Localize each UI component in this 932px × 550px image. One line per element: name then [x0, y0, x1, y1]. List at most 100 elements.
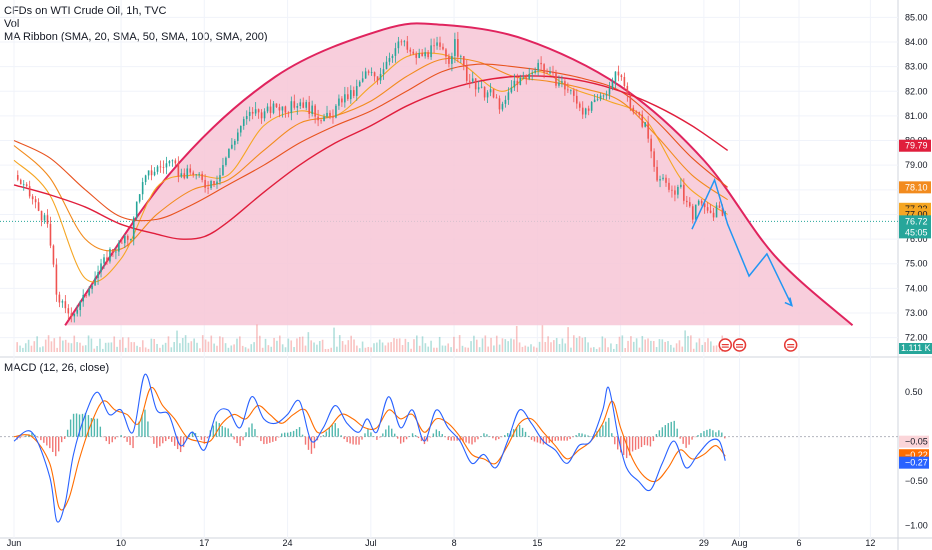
volume-bar — [27, 339, 30, 352]
macd-histogram-bar — [55, 436, 57, 457]
arc-drawing — [64, 22, 854, 327]
volume-bar — [538, 341, 541, 352]
macd-histogram-bar — [108, 436, 110, 445]
candle-body — [112, 249, 114, 253]
macd-histogram-bar — [631, 436, 634, 452]
volume-bar — [655, 347, 658, 352]
macd-histogram-bar — [132, 436, 134, 449]
candle-body — [272, 103, 275, 113]
volume-bar — [390, 342, 392, 352]
macd-histogram-bar — [590, 436, 592, 437]
volume-bar — [324, 348, 327, 352]
event-icons — [718, 338, 798, 352]
candle-body — [248, 111, 251, 116]
volume-bar — [356, 345, 358, 352]
macd-histogram-bar — [643, 436, 646, 446]
volume-bar — [278, 335, 281, 352]
volume-bar — [184, 335, 187, 352]
volume-bar — [544, 341, 547, 352]
macd-histogram-bar — [402, 436, 405, 443]
volume-bar — [59, 336, 61, 352]
candle-body — [34, 199, 37, 203]
candle-body — [58, 294, 61, 303]
volume-bar — [167, 336, 170, 352]
candle-body — [138, 194, 141, 202]
volume-bar — [547, 336, 549, 352]
macd-histogram-bar — [275, 436, 277, 441]
candle-body — [225, 157, 227, 166]
macd-pane — [0, 373, 898, 523]
volume-bar — [67, 342, 70, 352]
macd-histogram-bar — [40, 436, 42, 441]
macd-histogram-bar — [637, 436, 640, 449]
x-tick-label: 6 — [796, 538, 801, 548]
macd-histogram-bar — [168, 436, 170, 440]
candle-body — [183, 173, 186, 179]
macd-histogram-bar — [501, 436, 503, 438]
macd-histogram-bar — [352, 436, 354, 445]
macd-histogram-bar — [251, 423, 253, 437]
candle-body — [385, 61, 388, 70]
candle-body — [611, 81, 614, 89]
macd-histogram-bar — [278, 436, 280, 438]
macd-histogram-bar — [408, 436, 411, 437]
volume-bar — [24, 343, 27, 352]
candle-body — [376, 76, 379, 81]
axes: Jun 10 17 24 Jul 8 15 22 29 Aug 6 12 72.00 73.00 74.00… — [7, 12, 932, 548]
macd-histogram-bar — [712, 430, 714, 437]
volume-bar — [584, 337, 587, 352]
sma200-line — [13, 75, 729, 240]
macd-histogram-bar — [221, 426, 223, 437]
volume-bar — [298, 336, 301, 352]
candle-body — [329, 112, 331, 117]
volume-bar — [207, 341, 210, 352]
macd-histogram-bar — [349, 436, 351, 444]
volume-bar — [398, 338, 401, 352]
volume-bar — [107, 342, 110, 352]
volume-bar — [227, 347, 230, 352]
candle-body — [314, 105, 316, 117]
candle-body — [677, 186, 679, 195]
volume-bar — [79, 342, 81, 352]
candle-body — [451, 56, 453, 64]
macd-legend: MACD (12, 26, close) — [4, 362, 110, 374]
volume-bar — [510, 338, 512, 352]
macd-histogram-bar — [102, 436, 105, 438]
candle-body — [88, 289, 90, 296]
macd-histogram-bar — [147, 421, 149, 437]
volume-bar — [230, 345, 233, 352]
candle-body — [620, 75, 623, 78]
volume-bar — [704, 342, 706, 352]
volume-bar — [361, 341, 364, 352]
candle-body — [367, 71, 370, 73]
candle-body — [245, 115, 248, 120]
candle-body — [528, 74, 531, 80]
macd-histogram-bar — [328, 427, 330, 437]
macd-histogram-bar — [718, 430, 720, 437]
volume-bar — [102, 348, 104, 352]
price-label-text: 79.79 — [905, 141, 928, 151]
volume-bar — [490, 337, 492, 352]
volume-bar — [301, 336, 304, 352]
candle-body — [623, 77, 626, 86]
volume-bar — [681, 346, 684, 352]
y-tick-label: 81.00 — [905, 111, 928, 121]
candle-body — [465, 65, 468, 81]
macd-y-tick-label: 0.50 — [905, 387, 923, 397]
candle-body — [61, 301, 64, 303]
volume-bar — [484, 335, 487, 352]
candle-body — [171, 160, 174, 162]
volume-bar — [261, 347, 264, 352]
candle-body — [412, 51, 415, 54]
volume-bar — [513, 339, 515, 352]
volume-bar — [410, 348, 412, 352]
candle-body — [671, 189, 673, 191]
volume-bar — [370, 347, 372, 352]
volume-bar — [593, 347, 595, 352]
macd-histogram-bar — [572, 436, 574, 438]
candle-body — [106, 257, 108, 262]
candle-body — [697, 200, 700, 205]
macd-histogram-bar — [138, 421, 140, 437]
volume-bar — [139, 347, 141, 352]
